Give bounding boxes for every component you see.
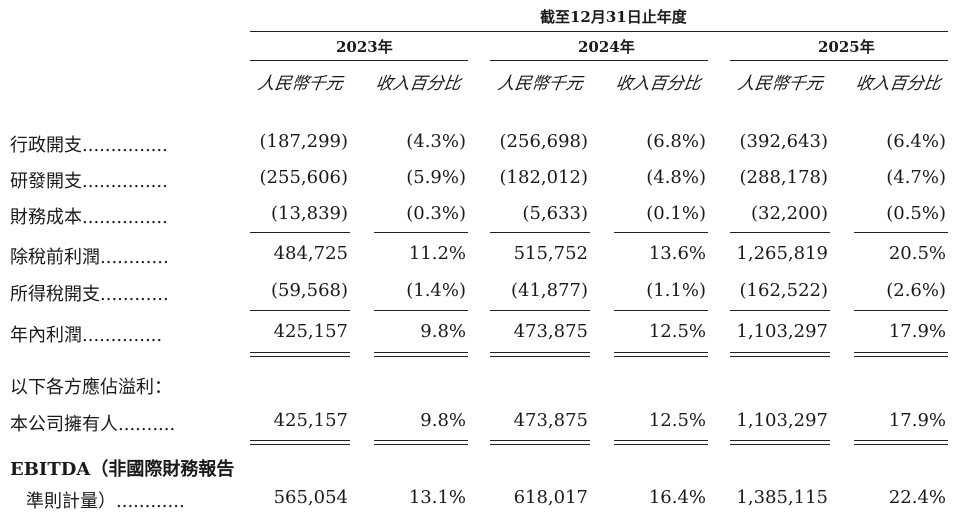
col-pct-2024: 收入百分比 [614,74,703,94]
cell-fin-2023-amount: (13,839) [270,203,348,224]
subtotal-rule [374,310,468,311]
cell-admin-2025-amount: (392,643) [739,131,828,152]
cell-fin-2025-pct: (0.5%) [886,203,946,224]
cell-admin-2023-pct: (4.3%) [406,131,466,152]
cell-rnd-2023-amount: (255,606) [259,167,348,188]
row-label-admin: 行政開支............... [10,135,168,156]
cell-owners-2025-amount: 1,103,297 [736,410,828,431]
cell-pbt-2025-amount: 1,265,819 [736,243,828,264]
subtotal-rule [490,232,590,233]
cell-rnd-2024-pct: (4.8%) [646,167,706,188]
year-2025: 2025年 [818,38,875,56]
cell-ebitda-2023-amount: 565,054 [273,487,348,508]
cell-ebitda-2024-amount: 618,017 [513,487,588,508]
col-rmb-2024: 人民幣千元 [496,74,585,94]
cell-pbt-2024-amount: 515,752 [513,243,588,264]
row-label-profit-for-year: 年內利潤.............. [10,325,163,346]
row-label-finance-cost: 財務成本............... [10,207,168,228]
row-label-income-tax: 所得稅開支............ [10,284,169,305]
subtotal-rule [490,310,590,311]
period-rule [250,31,948,32]
cell-admin-2023-amount: (187,299) [259,131,348,152]
subtotal-rule [374,232,468,233]
cell-owners-2024-amount: 473,875 [513,410,588,431]
attributable-heading: 以下各方應佔溢利： [10,377,172,398]
cell-tax-2025-pct: (2.6%) [886,280,946,301]
subtotal-rule [730,310,830,311]
cell-rnd-2024-amount: (182,012) [499,167,588,188]
col-pct-2025: 收入百分比 [854,74,943,94]
cell-admin-2024-pct: (6.8%) [646,131,706,152]
cell-owners-2023-pct: 9.8% [420,410,466,431]
row-label-profit-before-tax: 除稅前利潤............ [10,247,169,268]
cell-profit-2024-amount: 473,875 [513,321,588,342]
total-double-rule [250,440,350,445]
cell-fin-2023-pct: (0.3%) [406,203,466,224]
subtotal-rule [250,310,350,311]
year-rule-2024 [490,60,708,61]
cell-owners-2024-pct: 12.5% [648,410,706,431]
total-double-rule [490,352,590,357]
cell-rnd-2023-pct: (5.9%) [406,167,466,188]
subtotal-rule [730,232,830,233]
cell-tax-2024-pct: (1.1%) [646,280,706,301]
cell-owners-2025-pct: 17.9% [888,410,946,431]
cell-ebitda-2023-pct: 13.1% [408,487,466,508]
year-2024: 2024年 [578,38,635,56]
col-pct-2023: 收入百分比 [374,74,463,94]
cell-admin-2024-amount: (256,698) [499,131,588,152]
year-2023: 2023年 [336,38,393,56]
cell-profit-2025-amount: 1,103,297 [736,321,828,342]
row-label-owners: 本公司擁有人.......... [10,414,176,435]
cell-profit-2023-amount: 425,157 [273,321,348,342]
subtotal-rule [614,232,708,233]
cell-tax-2025-amount: (162,522) [739,280,828,301]
cell-fin-2024-pct: (0.1%) [646,203,706,224]
cell-owners-2023-amount: 425,157 [273,410,348,431]
subtotal-rule [854,232,948,233]
col-rmb-2025: 人民幣千元 [736,74,825,94]
total-double-rule [730,440,830,445]
cell-ebitda-2025-pct: 22.4% [888,487,946,508]
total-double-rule [374,440,468,445]
total-double-rule [374,352,468,357]
cell-pbt-2024-pct: 13.6% [648,243,706,264]
cell-ebitda-2025-amount: 1,385,115 [736,487,828,508]
total-double-rule [250,352,350,357]
cell-pbt-2023-amount: 484,725 [273,243,348,264]
row-label-ebitda-line1: EBITDA（非國際財務報告 [10,459,235,480]
cell-admin-2025-pct: (6.4%) [886,131,946,152]
total-double-rule [854,352,948,357]
subtotal-rule [854,310,948,311]
cell-tax-2023-pct: (1.4%) [406,280,466,301]
total-double-rule [614,352,708,357]
total-double-rule [730,352,830,357]
cell-profit-2023-pct: 9.8% [420,321,466,342]
cell-tax-2024-amount: (41,877) [510,280,588,301]
year-rule-2025 [730,60,948,61]
cell-profit-2025-pct: 17.9% [888,321,946,342]
subtotal-rule [250,232,350,233]
cell-rnd-2025-pct: (4.7%) [886,167,946,188]
cell-tax-2023-amount: (59,568) [270,280,348,301]
period-heading: 截至12月31日止年度 [540,8,687,26]
year-rule-2023 [250,60,468,61]
col-rmb-2023: 人民幣千元 [256,74,345,94]
subtotal-rule [614,310,708,311]
cell-rnd-2025-amount: (288,178) [739,167,828,188]
cell-pbt-2023-pct: 11.2% [408,243,466,264]
cell-fin-2024-amount: (5,633) [522,203,588,224]
total-double-rule [490,440,590,445]
total-double-rule [854,440,948,445]
row-label-ebitda-line2: 準則計量）............ [26,491,185,512]
cell-ebitda-2024-pct: 16.4% [648,487,706,508]
total-double-rule [614,440,708,445]
cell-profit-2024-pct: 12.5% [648,321,706,342]
cell-fin-2025-amount: (32,200) [750,203,828,224]
row-label-rnd: 研發開支............... [10,171,168,192]
cell-pbt-2025-pct: 20.5% [888,243,946,264]
